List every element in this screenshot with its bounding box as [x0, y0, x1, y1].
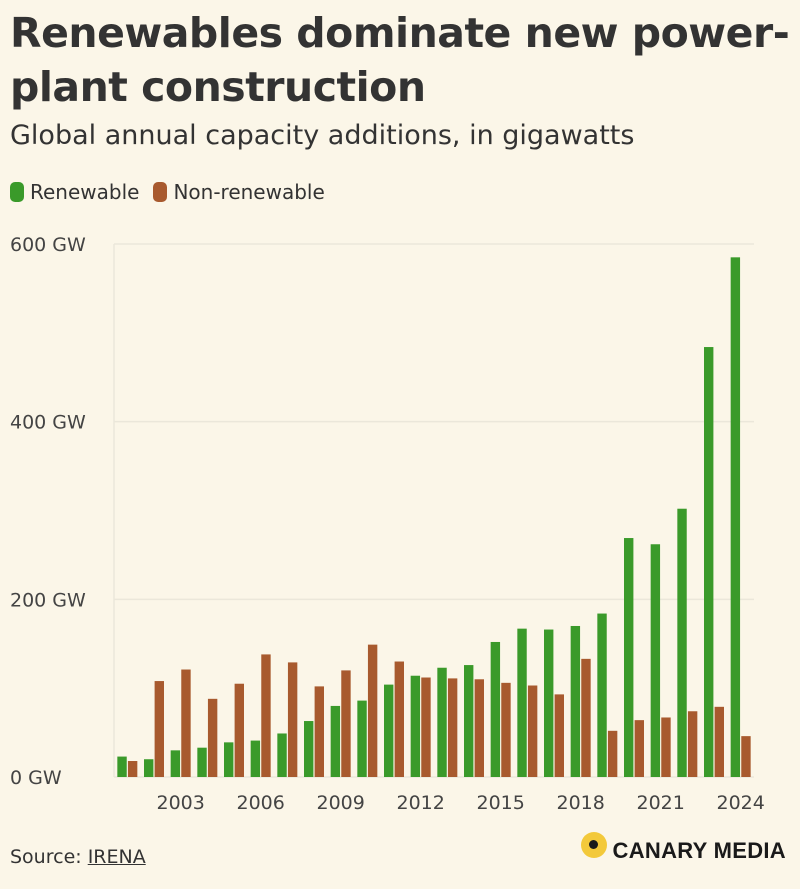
y-tick-label-200: 200 GW [10, 589, 86, 611]
y-tick-label-600: 600 GW [10, 234, 86, 256]
source-prefix: Source: [10, 846, 88, 868]
source-note: Source: IRENA [10, 846, 146, 868]
x-tick-label-2021: 2021 [636, 792, 684, 814]
chart-subtitle: Global annual capacity additions, in gig… [10, 120, 635, 151]
bar-nonrenewable-2011 [394, 661, 404, 777]
x-tick-label-2006: 2006 [236, 792, 284, 814]
y-tick-label-400: 400 GW [10, 412, 86, 434]
bar-nonrenewable-2006 [261, 654, 271, 777]
bar-renewable-2015 [490, 641, 501, 777]
bar-renewable-2007 [277, 733, 287, 777]
bar-nonrenewable-2009 [341, 670, 351, 777]
bar-renewable-2010 [357, 700, 367, 777]
x-tick-label-2003: 2003 [156, 792, 204, 814]
bar-renewable-2019 [597, 613, 607, 777]
brand-name: CANARY MEDIA [612, 838, 786, 863]
bar-renewable-2009 [330, 705, 341, 777]
x-tick-label-2012: 2012 [396, 792, 444, 814]
bar-nonrenewable-2021 [661, 717, 671, 777]
bar-nonrenewable-2014 [474, 679, 484, 777]
bar-nonrenewable-2004 [207, 698, 218, 777]
bar-nonrenewable-2010 [367, 644, 378, 777]
legend-label-renewable: Renewable [30, 180, 140, 204]
bar-nonrenewable-2019 [607, 730, 618, 777]
bar-nonrenewable-2020 [634, 720, 644, 777]
bar-renewable-2014 [464, 665, 474, 777]
bar-nonrenewable-2003 [181, 669, 191, 777]
bar-renewable-2002 [144, 759, 154, 777]
bar-nonrenewable-2015 [501, 682, 511, 777]
legend-swatch-renewable [10, 182, 24, 202]
bar-nonrenewable-2018 [581, 658, 591, 777]
canary-logo-icon [580, 832, 607, 858]
bar-renewable-2016 [517, 628, 527, 777]
bar-renewable-2013 [437, 667, 447, 777]
bar-renewable-2003 [170, 750, 181, 777]
bar-nonrenewable-2016 [527, 685, 538, 777]
bar-nonrenewable-2024 [741, 736, 751, 777]
bar-nonrenewable-2012 [421, 677, 431, 777]
x-tick-label-2015: 2015 [476, 792, 524, 814]
bar-renewable-2024 [730, 257, 741, 777]
bar-renewable-2006 [250, 740, 261, 777]
bar-nonrenewable-2001 [127, 761, 138, 777]
bar-renewable-2008 [304, 721, 314, 777]
bar-chart: 0 GW 200 GW 400 GW 600 GW 2003 2006 2009 2012 20… [10, 234, 765, 814]
bar-nonrenewable-2017 [554, 694, 564, 777]
bar-renewable-2012 [410, 675, 421, 777]
y-tick-label-0: 0 GW [10, 767, 62, 789]
bar-nonrenewable-2013 [447, 678, 458, 777]
bar-nonrenewable-2008 [314, 686, 324, 777]
bar-renewable-2011 [384, 684, 394, 777]
bar-renewable-2020 [624, 538, 634, 777]
bar-nonrenewable-2002 [154, 681, 164, 777]
legend-item-renewable: Renewable [10, 180, 139, 204]
brand-logo: CANARY MEDIA [580, 832, 787, 864]
legend-label-nonrenewable: Non-renewable [173, 180, 325, 204]
x-tick-label-2009: 2009 [316, 792, 364, 814]
x-tick-label-2024: 2024 [716, 792, 764, 814]
bar-renewable-2021 [650, 544, 661, 777]
legend-swatch-nonrenewable [153, 182, 168, 202]
bar-renewable-2017 [544, 629, 554, 777]
legend-item-nonrenewable: Non-renewable [153, 180, 325, 204]
chart-title: Renewables dominate new power-plant cons… [10, 9, 790, 111]
bar-nonrenewable-2005 [234, 683, 244, 777]
bar-nonrenewable-2007 [287, 662, 298, 777]
bar-renewable-2022 [677, 508, 687, 777]
bar-renewable-2023 [704, 347, 714, 777]
bar-renewable-2001 [117, 756, 127, 777]
x-tick-label-2018: 2018 [556, 792, 604, 814]
bar-renewable-2018 [570, 625, 581, 777]
bar-nonrenewable-2023 [714, 706, 724, 777]
bar-renewable-2005 [224, 742, 234, 777]
bar-renewable-2004 [197, 747, 207, 777]
source-link[interactable]: IRENA [87, 846, 146, 868]
bar-nonrenewable-2022 [687, 711, 698, 777]
legend: Renewable Non-renewable [10, 180, 339, 204]
